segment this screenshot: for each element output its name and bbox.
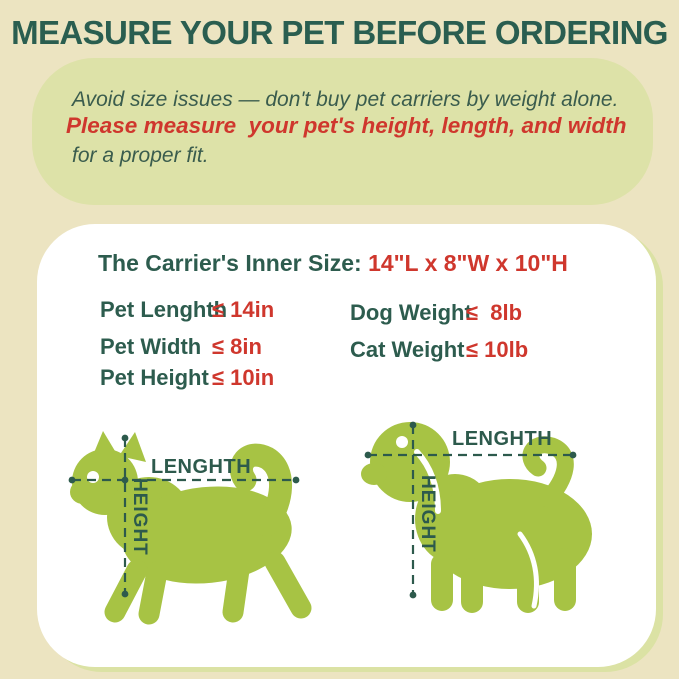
- notice-line-3: for a proper fit.: [72, 144, 209, 167]
- cat-height-label: HEIGHT: [129, 478, 150, 556]
- dog-thigh-outline: [517, 531, 539, 609]
- dog-eye: [396, 436, 408, 448]
- spec-label: Cat Weight: [350, 337, 465, 362]
- spec-value: ≤ 14in: [212, 297, 275, 322]
- notice-line-2: Please measure your pet's height, length…: [66, 113, 627, 138]
- spec-pet-height: Pet Height ≤ 10in: [100, 365, 274, 391]
- spec-pet-width: Pet Width ≤ 8in: [100, 334, 262, 360]
- spec-label: Dog Weight: [350, 300, 472, 325]
- inner-size-label: The Carrier's Inner Size:: [98, 250, 369, 276]
- cat-silhouette: [70, 431, 312, 625]
- dog-tail: [522, 436, 574, 508]
- spec-value: ≤ 10lb: [466, 337, 529, 362]
- page-title: MEASURE YOUR PET BEFORE ORDERING: [11, 14, 668, 51]
- cat-eye: [87, 471, 99, 483]
- cat-tail: [230, 443, 292, 537]
- spec-dog-weight: Dog Weight ≤ 8lb: [350, 300, 522, 326]
- notice-line-1: Avoid size issues — don't buy pet carrie…: [72, 88, 619, 111]
- spec-value: ≤ 8in: [212, 334, 262, 359]
- inner-size-heading: The Carrier's Inner Size: 14"L x 8"W x 1…: [98, 250, 568, 277]
- spec-label: Pet Lenghth: [100, 297, 228, 322]
- notice-panel: Avoid size issues — don't buy pet carrie…: [32, 58, 653, 205]
- dog-height-label: HEIGHT: [417, 475, 438, 553]
- spec-value: ≤ 8lb: [466, 300, 523, 325]
- spec-pet-length: Pet Lenghth ≤ 14in: [100, 297, 274, 323]
- spec-label: Pet Width: [100, 334, 202, 359]
- cat-length-label: LENGHTH: [151, 456, 252, 478]
- inner-size-value: 14"L x 8"W x 10"H: [368, 250, 568, 276]
- spec-label: Pet Height: [100, 365, 209, 390]
- dog-length-label: LENGHTH: [452, 428, 553, 450]
- spec-cat-weight: Cat Weight ≤ 10lb: [350, 337, 528, 363]
- spec-value: ≤ 10in: [212, 365, 275, 390]
